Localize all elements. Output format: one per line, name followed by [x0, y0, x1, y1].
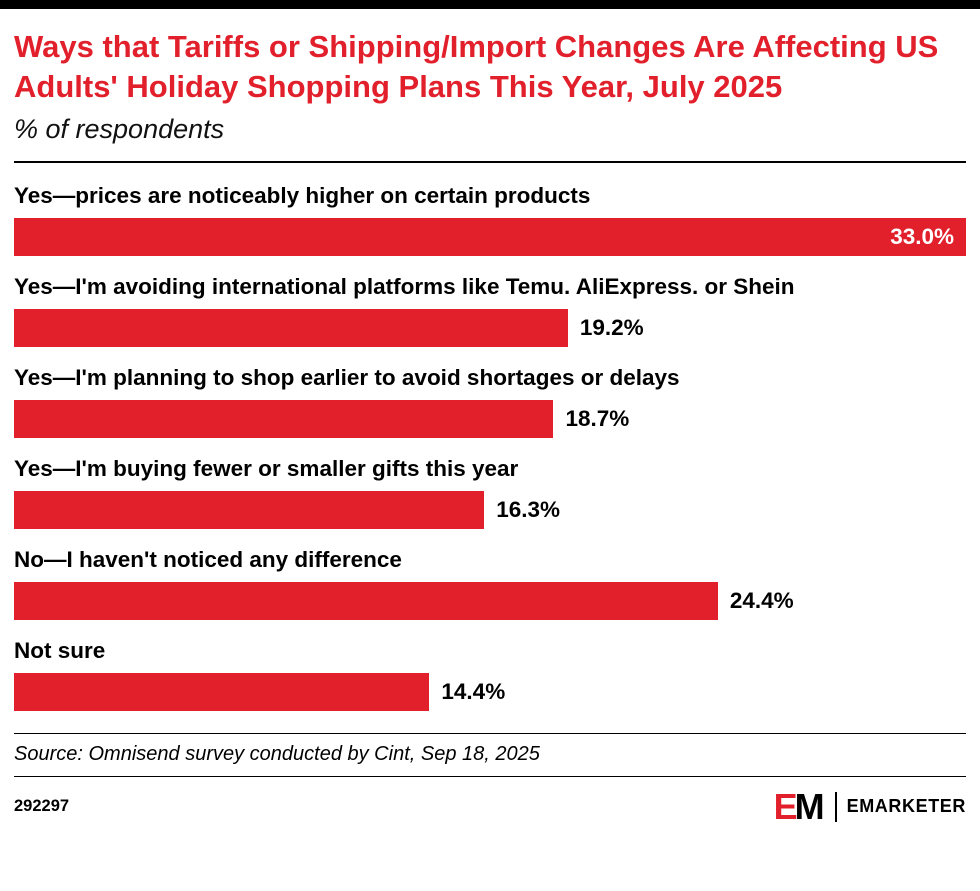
value-label: 33.0% [890, 224, 954, 250]
bar-track: 14.4% [14, 672, 966, 711]
bar-row: Yes—I'm avoiding international platforms… [14, 274, 966, 348]
source-top-divider [14, 732, 966, 734]
top-black-bar [0, 0, 980, 9]
bar [14, 309, 568, 348]
bar: 33.0% [14, 218, 966, 257]
bar-track: 24.4% [14, 581, 966, 620]
value-label: 19.2% [579, 315, 644, 341]
bar-track: 18.7% [14, 399, 966, 438]
logo-divider [834, 791, 837, 822]
bar [14, 399, 554, 438]
monogram-letter-m: M [794, 785, 825, 827]
footer: 292297 E M EMARKETER [14, 777, 966, 841]
category-label: Yes—I'm planning to shop earlier to avoi… [14, 365, 680, 391]
category-label: Yes—I'm buying fewer or smaller gifts th… [14, 455, 519, 481]
emarketer-monogram-icon: E M [773, 785, 825, 827]
category-label: Yes—I'm avoiding international platforms… [14, 274, 795, 300]
emarketer-wordmark: EMARKETER [846, 796, 966, 817]
bar [14, 490, 485, 529]
chart-page: Ways that Tariffs or Shipping/Import Cha… [0, 27, 980, 841]
chart-subtitle: % of respondents [14, 114, 225, 145]
source-note: Source: Omnisend survey conducted by Cin… [14, 742, 540, 765]
category-label: No—I haven't noticed any difference [14, 546, 402, 572]
bar-chart: Yes—prices are noticeably higher on cert… [14, 163, 966, 732]
category-label: Not sure [14, 637, 106, 663]
bar-row: Yes—I'm buying fewer or smaller gifts th… [14, 456, 966, 529]
value-label: 24.4% [729, 587, 794, 613]
monogram-letter-e: E [773, 785, 798, 827]
bar-row: No—I haven't noticed any difference 24.4% [14, 547, 966, 620]
category-label: Yes—prices are noticeably higher on cert… [14, 183, 591, 209]
source-bottom-divider [14, 775, 966, 777]
bar-track: 19.2% [14, 309, 966, 348]
bar-track: 16.3% [14, 490, 966, 529]
header-divider [14, 161, 966, 164]
value-label: 18.7% [565, 405, 630, 431]
bar [14, 581, 718, 620]
chart-title: Ways that Tariffs or Shipping/Import Cha… [14, 29, 939, 104]
bar-row: Yes—prices are noticeably higher on cert… [14, 183, 966, 257]
bar-row: Yes—I'm planning to shop earlier to avoi… [14, 365, 966, 438]
value-label: 14.4% [441, 678, 506, 704]
bar [14, 672, 430, 711]
value-label: 16.3% [496, 496, 561, 522]
chart-id: 292297 [14, 797, 70, 816]
emarketer-logo: E M EMARKETER [773, 785, 966, 827]
bar-track: 33.0% [14, 218, 966, 257]
bar-row: Not sure 14.4% [14, 638, 966, 711]
